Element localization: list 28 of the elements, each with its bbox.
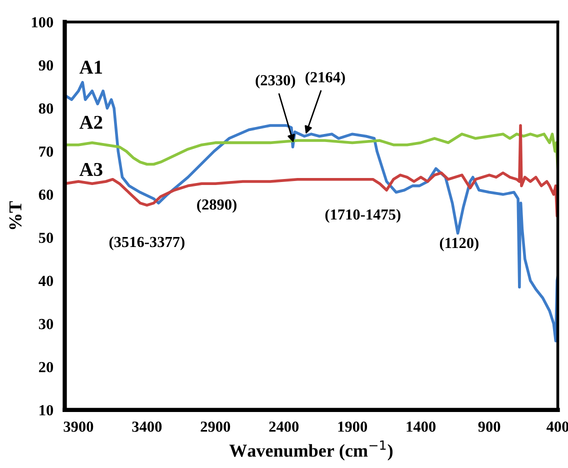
x-tick-label: 3400 [132, 422, 162, 432]
series-label: A1 [79, 60, 102, 74]
annotation: (1120) [440, 237, 478, 252]
x-tick-label: 900 [478, 422, 500, 432]
x-tick-label: 1400 [406, 422, 436, 432]
annotation: (3516-3377) [109, 236, 184, 250]
annotation: (2890) [197, 198, 236, 213]
y-tick-label: 50 [38, 232, 54, 243]
y-axis-title: %T [9, 201, 22, 230]
annotation: (1710-1475) [325, 208, 400, 223]
series-label: A3 [79, 162, 102, 176]
y-tick-label: 90 [38, 60, 54, 71]
y-tick-label: 30 [38, 318, 54, 330]
annotation: (2330) [256, 74, 296, 89]
y-tick-label: 80 [38, 103, 54, 114]
annotation: (2164) [306, 72, 345, 86]
y-tick-label: 100 [32, 17, 54, 28]
y-tick-label: 40 [38, 276, 54, 286]
x-tick-label: 1900 [338, 422, 368, 432]
x-tick-label: 2400 [269, 422, 299, 432]
y-tick-label: 70 [39, 146, 54, 157]
y-tick-label: 60 [38, 190, 54, 200]
x-tick-label: 2900 [200, 422, 230, 432]
x-tick-label: 3900 [64, 422, 94, 432]
x-axis-title: Wavenumber (cm$^{−1}$) [229, 440, 393, 460]
y-tick-label: 20 [39, 362, 54, 372]
series-label: A2 [79, 116, 102, 129]
y-tick-label: 10 [40, 405, 54, 416]
